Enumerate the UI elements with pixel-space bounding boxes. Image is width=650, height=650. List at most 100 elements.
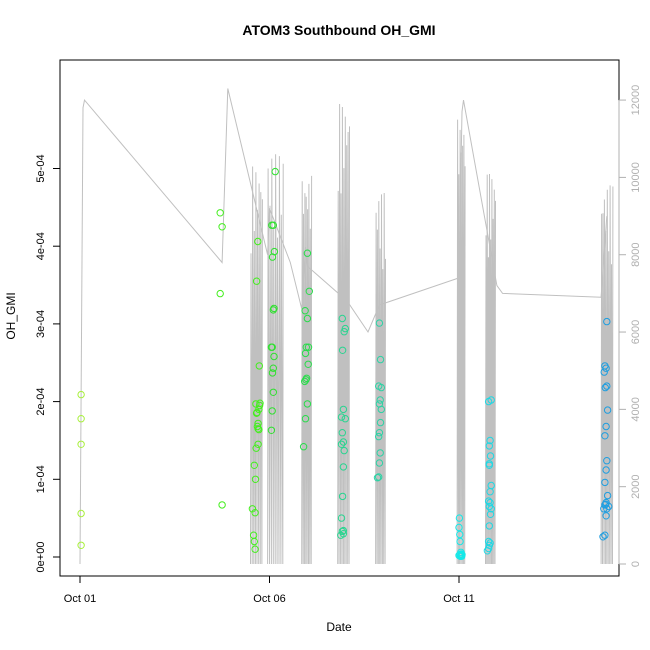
data-point [485, 461, 493, 469]
data-point [253, 408, 261, 417]
data-point [77, 390, 85, 399]
data-point [603, 457, 611, 465]
data-point [303, 400, 312, 408]
data-point [252, 277, 261, 285]
y2-tick-label: 8000 [630, 242, 642, 266]
x-axis: Oct 01 Oct 06 Oct 11 [64, 575, 475, 605]
data-point [338, 492, 347, 501]
y-tick-label: 4e-04 [35, 232, 47, 260]
data-point [601, 531, 609, 539]
data-point [299, 443, 308, 451]
data-point [256, 399, 264, 407]
y2-axis: 0 2000 4000 6000 8000 10000 12000 [618, 85, 642, 567]
y2-tick-label: 12000 [630, 85, 642, 116]
altitude-burst [250, 166, 263, 565]
y-tick-label: 5e-04 [35, 154, 47, 182]
data-point [216, 289, 224, 298]
data-point [302, 374, 311, 382]
y-axis: 0e+00 1e-04 2e-04 3e-04 4e-04 5e-04 [35, 154, 61, 572]
data-point [375, 473, 383, 481]
data-point [603, 382, 611, 390]
data-point [373, 474, 382, 482]
data-point [216, 209, 224, 217]
data-point [375, 429, 384, 437]
data-point [375, 382, 383, 390]
data-point [456, 552, 465, 560]
data-point [251, 545, 259, 553]
data-point [484, 497, 493, 505]
data-point [457, 551, 465, 560]
data-point [487, 481, 495, 490]
data-point [269, 221, 277, 229]
data-point [375, 432, 383, 441]
data-point [601, 432, 609, 440]
x-tick-label: Oct 01 [64, 593, 96, 605]
y-axis-label: OH_GMI [4, 292, 18, 339]
data-point [339, 463, 348, 471]
y2-tick-label: 2000 [630, 474, 642, 498]
data-point [252, 400, 260, 408]
data-point [254, 419, 262, 428]
data-point [77, 440, 85, 448]
y2-tick-label: 10000 [630, 162, 642, 193]
data-point [250, 537, 259, 546]
data-point [340, 328, 348, 336]
data-point [456, 530, 464, 539]
data-point [254, 425, 262, 433]
data-point [485, 442, 493, 450]
x-tick-label: Oct 06 [253, 593, 285, 605]
data-point [603, 406, 612, 414]
y2-tick-label: 0 [630, 561, 642, 567]
data-point [484, 537, 493, 546]
data-point [77, 415, 85, 423]
data-point [339, 405, 348, 414]
data-point [486, 539, 494, 547]
data-point [267, 426, 276, 434]
data-point [603, 491, 612, 500]
data-point [376, 396, 384, 404]
data-point [486, 436, 494, 445]
data-point [376, 355, 385, 364]
data-point [305, 287, 313, 295]
data-point [304, 360, 312, 368]
x-axis-label: Date [326, 620, 352, 634]
data-point [254, 237, 262, 246]
data-point [601, 362, 609, 370]
data-point [341, 415, 349, 423]
data-point [486, 452, 495, 460]
data-point [486, 498, 494, 507]
data-point [254, 440, 262, 448]
data-point [339, 530, 348, 538]
altitude-burst [337, 103, 350, 565]
data-point [601, 478, 609, 487]
data-point [338, 314, 346, 323]
data-point [271, 167, 279, 176]
data-point [375, 319, 384, 327]
data-point [457, 548, 465, 556]
data-point [603, 317, 611, 326]
data-point [485, 502, 493, 511]
points-layer [77, 167, 613, 560]
y-tick-label: 1e-04 [35, 465, 47, 493]
y2-tick-label: 4000 [630, 397, 642, 421]
data-point [301, 307, 309, 315]
data-point [268, 343, 276, 351]
data-point [601, 383, 609, 392]
data-point [375, 459, 384, 467]
data-point [77, 509, 85, 518]
data-point [252, 444, 260, 452]
data-point [269, 388, 277, 396]
data-point [270, 352, 278, 361]
data-point [376, 418, 385, 427]
data-point [250, 461, 259, 469]
data-point [302, 343, 310, 351]
data-point [337, 440, 346, 448]
data-point [339, 526, 348, 535]
data-point [602, 512, 610, 520]
data-point [455, 514, 464, 522]
altitude-burst [375, 192, 386, 565]
data-point [599, 533, 607, 541]
data-point [268, 407, 276, 415]
altitude-burst [456, 119, 466, 565]
